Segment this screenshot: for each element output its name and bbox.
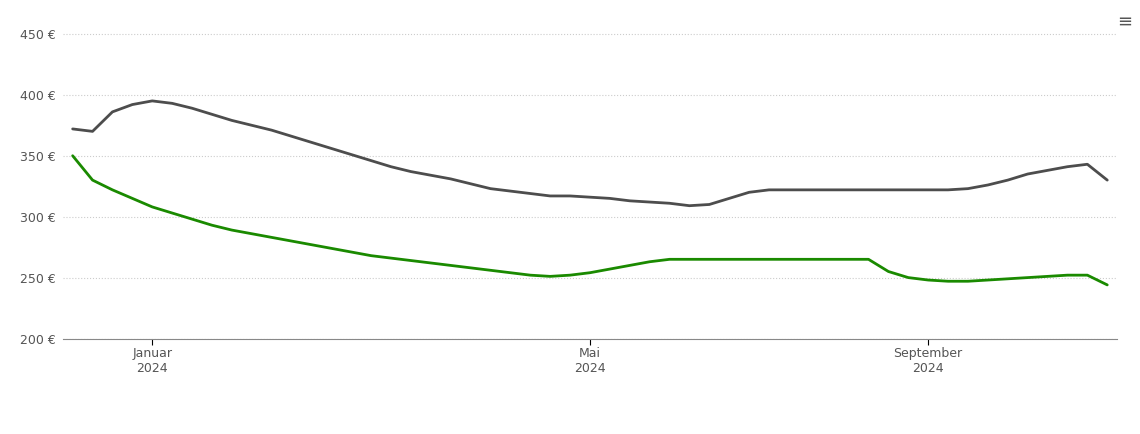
- Text: ≡: ≡: [1117, 13, 1132, 31]
- Legend: lose Ware, Sackware: lose Ware, Sackware: [482, 430, 698, 434]
